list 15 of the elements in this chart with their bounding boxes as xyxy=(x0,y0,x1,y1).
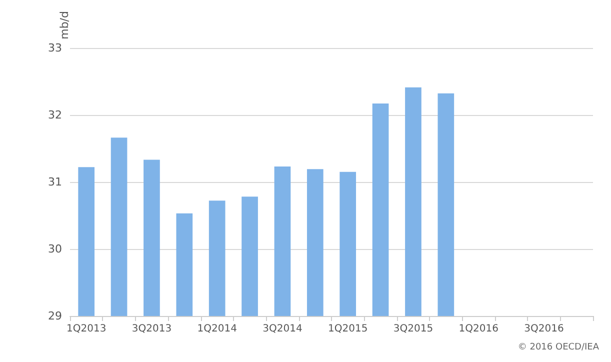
y-tick-label: 32 xyxy=(48,108,62,122)
x-tick-label: 1Q2014 xyxy=(197,324,237,334)
x-tick-label: 3Q2016 xyxy=(524,324,564,334)
x-tick-label: 3Q2015 xyxy=(393,324,434,334)
x-tick-label: 1Q2016 xyxy=(458,324,498,334)
y-tick-label: 33 xyxy=(48,41,62,54)
x-tick-label: 3Q2013 xyxy=(132,324,172,334)
x-tick-label: 3Q2014 xyxy=(262,324,302,334)
y-tick-label: 30 xyxy=(48,242,62,256)
y-tick-label: 31 xyxy=(48,175,62,188)
text: © 2016 OECD/IEA xyxy=(518,342,600,352)
x-tick-label: 1Q2013 xyxy=(66,324,106,334)
y-tick-label: 29 xyxy=(48,310,62,322)
y-axis-title: mb/d xyxy=(58,11,71,40)
x-tick-label: 1Q2015 xyxy=(328,324,368,334)
